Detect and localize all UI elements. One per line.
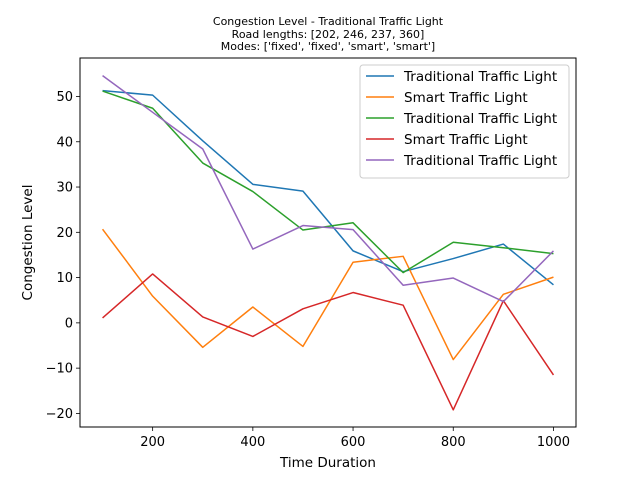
y-tick-label: 10 — [56, 271, 73, 286]
x-tick-label: 400 — [240, 435, 265, 450]
plot-area-frame — [79, 57, 577, 428]
legend-label-2: Smart Traffic Light — [404, 90, 528, 106]
y-tick-label: −20 — [46, 407, 73, 422]
chart-title: Congestion Level - Traditional Traffic L… — [213, 15, 444, 53]
series-line-4 — [102, 273, 555, 411]
x-tick-label: 200 — [140, 435, 165, 450]
x-tick-label: 600 — [341, 435, 366, 450]
series-lines — [101, 75, 555, 411]
y-tick-label: 20 — [56, 226, 73, 241]
legend-label-4: Smart Traffic Light — [404, 132, 528, 148]
x-axis-label: Time Duration — [279, 455, 376, 471]
x-axis-ticks: 200 400 600 800 1000 — [140, 427, 570, 450]
legend-label-5: Traditional Traffic Light — [403, 153, 557, 169]
series-line-2 — [101, 228, 554, 361]
y-tick-label: −10 — [46, 362, 73, 377]
legend: Traditional Traffic Light Smart Traffic L… — [359, 64, 570, 179]
y-tick-label: 40 — [56, 135, 73, 150]
legend-label-3: Traditional Traffic Light — [403, 111, 557, 127]
y-tick-label: 30 — [56, 181, 73, 196]
y-axis-label: Congestion Level — [20, 185, 36, 301]
x-tick-label: 800 — [441, 435, 466, 450]
chart-title-line-1: Congestion Level - Traditional Traffic L… — [213, 15, 444, 28]
series-line-5 — [102, 75, 554, 303]
legend-label-1: Traditional Traffic Light — [403, 69, 557, 85]
chart-title-line-3: Modes: ['fixed', 'fixed', 'smart', 'smar… — [221, 40, 435, 53]
chart-title-line-2: Road lengths: [202, 246, 237, 360] — [232, 28, 425, 41]
series-line-1 — [102, 89, 554, 286]
x-tick-label: 1000 — [537, 435, 570, 450]
series-line-3 — [102, 90, 554, 274]
y-tick-label: 0 — [65, 316, 73, 331]
legend-box — [359, 64, 570, 179]
y-tick-label: 50 — [56, 90, 73, 105]
y-axis-ticks: −20 −10 0 10 20 30 40 50 — [46, 90, 80, 422]
